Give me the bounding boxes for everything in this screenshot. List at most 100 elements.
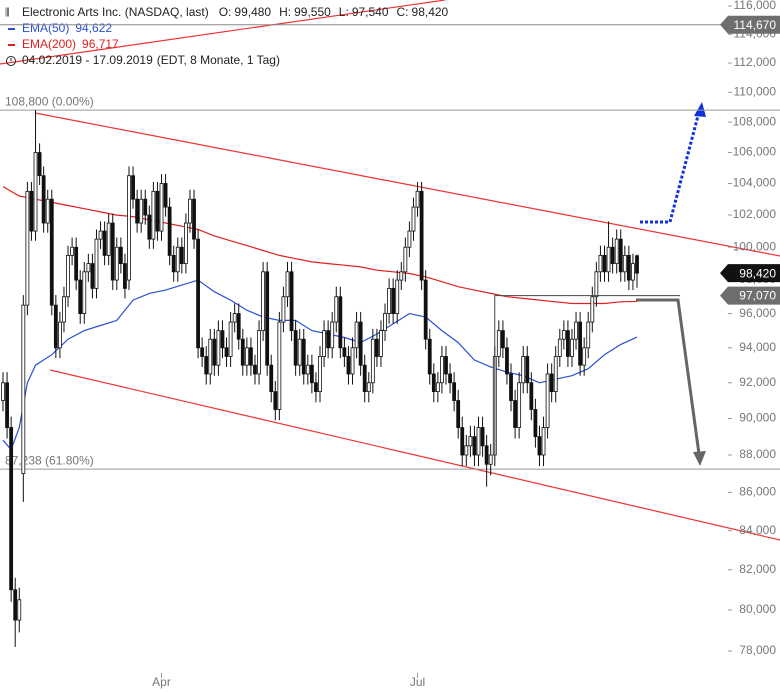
price-tag — [720, 264, 780, 283]
candle-body — [415, 190, 420, 208]
candle-body — [631, 263, 635, 281]
candle-body — [17, 599, 22, 621]
candle-body — [590, 296, 595, 323]
candle-body — [387, 287, 391, 314]
candle-body — [127, 175, 131, 281]
candle-body — [423, 279, 428, 340]
candle-body — [553, 356, 558, 393]
candle-body — [5, 382, 9, 428]
candle-body — [94, 238, 99, 289]
candle-body — [33, 152, 38, 232]
candle-body — [618, 238, 623, 273]
candle-body — [614, 238, 619, 264]
candle-body — [289, 271, 294, 332]
candle-body — [163, 183, 168, 208]
candle-body — [167, 206, 172, 256]
candle-body — [155, 190, 160, 232]
candle-body — [346, 356, 351, 375]
candle-body — [297, 338, 302, 366]
candle-body — [444, 356, 448, 375]
quote: O: 99,480 H: 99,550 L: 97,540 C: 98,420 — [219, 5, 449, 19]
candle-body — [265, 271, 270, 366]
candle-body — [322, 330, 326, 357]
candle-body — [204, 356, 209, 375]
y-tick-label: 78,000 — [739, 643, 776, 657]
candle-body — [533, 409, 538, 438]
candle-body — [383, 313, 387, 332]
candle-body — [606, 246, 611, 273]
candle-body — [484, 445, 489, 465]
candle-body — [159, 183, 164, 232]
candle-body — [403, 246, 408, 273]
candle-body — [285, 271, 290, 298]
candle-body — [448, 373, 452, 384]
y-tick-label: 112,000 — [734, 55, 777, 69]
candle-body — [602, 254, 607, 273]
candle-body — [488, 454, 493, 465]
candle-body — [399, 271, 404, 281]
candle-body — [460, 427, 465, 456]
candle-body — [175, 246, 180, 273]
price-tag-label: 114,670 — [734, 18, 777, 32]
quote-label: H: — [279, 5, 291, 19]
candle-body — [537, 436, 542, 456]
candle-body — [326, 330, 331, 349]
y-tick-label: 80,000 — [739, 602, 776, 616]
candle-body — [435, 382, 440, 393]
candle-body — [318, 356, 322, 393]
candle-body — [188, 198, 192, 224]
candle-body — [135, 198, 140, 224]
candle-body — [561, 330, 566, 340]
candle-body — [143, 198, 148, 216]
candle-body — [82, 271, 87, 314]
candle-body — [25, 190, 30, 306]
quote-value: 98,420 — [412, 5, 449, 19]
candle-body — [545, 373, 550, 428]
candle-body — [366, 382, 371, 393]
candle-body — [395, 279, 400, 314]
candle-body — [362, 364, 367, 393]
candle-body — [118, 246, 123, 264]
candle-body — [480, 427, 485, 447]
candle-body — [147, 214, 152, 240]
candle-body — [41, 175, 46, 224]
quote-value: 97,540 — [352, 5, 389, 19]
candle-body — [517, 382, 522, 428]
candle-body — [622, 254, 627, 273]
candle-body — [330, 321, 335, 349]
y-tick-label: 106,000 — [733, 145, 777, 159]
candle-body — [13, 589, 18, 621]
candle-body — [90, 263, 95, 289]
candle-body — [281, 296, 286, 323]
candle-body — [529, 382, 534, 410]
period: 04.02.2019 - 17.09.2019 — [22, 53, 153, 67]
candle-body — [9, 427, 14, 591]
candle-body — [179, 246, 184, 264]
y-tick-label: 84,000 — [739, 523, 776, 537]
y-tick-label: 116,000 — [734, 0, 777, 12]
y-tick-label: 82,000 — [739, 562, 776, 576]
candle-body — [598, 254, 603, 273]
channel-lower — [49, 369, 780, 541]
y-tick-label: 110,000 — [734, 85, 777, 99]
price-tag-label: 98,420 — [739, 266, 776, 280]
legend-label: EMA(50) — [22, 21, 69, 35]
candle-body — [309, 364, 314, 384]
candle-body — [102, 230, 107, 256]
candle-body — [431, 373, 436, 393]
candle-body — [582, 347, 587, 366]
candle-body — [476, 427, 481, 456]
candle-body — [468, 436, 473, 447]
candle-body — [626, 254, 631, 281]
candle-body — [354, 321, 359, 349]
y-tick-label: 90,000 — [739, 411, 776, 425]
candle-body — [350, 347, 355, 375]
trend-line — [0, 0, 446, 65]
candle-body — [427, 338, 432, 375]
candle-body — [273, 391, 278, 410]
candle-body — [257, 330, 261, 375]
candle-body — [151, 190, 156, 240]
candle-body — [131, 175, 135, 200]
candle-body — [525, 356, 530, 384]
candle-body — [86, 263, 91, 273]
